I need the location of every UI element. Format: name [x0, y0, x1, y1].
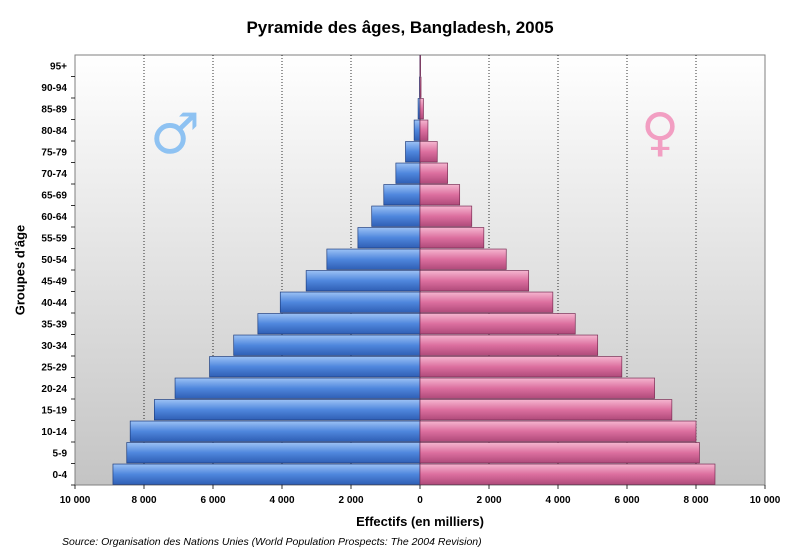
bar-male-50-54 [326, 248, 421, 270]
bar-female-20-24 [419, 377, 655, 399]
y-tick-label: 50-54 [41, 255, 67, 266]
y-tick-label: 45-49 [41, 276, 67, 287]
bar-female-85-89 [419, 98, 424, 120]
bar-male-75-79 [405, 141, 421, 163]
bar-male-15-19 [154, 399, 421, 421]
bar-female-40-44 [419, 291, 554, 313]
x-tick-label: 4 000 [269, 495, 294, 506]
y-tick-label: 25-29 [41, 362, 67, 373]
bar-female-10-14 [419, 420, 697, 442]
x-tick-label: 8 000 [683, 495, 708, 506]
y-tick-label: 55-59 [41, 233, 67, 244]
y-tick-label: 20-24 [41, 384, 67, 395]
y-tick-label: 80-84 [41, 126, 67, 137]
y-tick-label: 70-74 [41, 169, 67, 180]
bar-male-20-24 [174, 377, 421, 399]
bar-female-90-94 [419, 76, 422, 98]
bar-female-55-59 [419, 227, 485, 249]
legend-symbols: ♂ ♀ [150, 102, 679, 167]
y-tick-label: 15-19 [41, 405, 67, 416]
y-tick-labels: 0-4 5-9 10-14 15-19 20-24 25-29 30-34 35-39 40-4… [41, 61, 75, 486]
bar-female-35-39 [419, 313, 576, 335]
bars [112, 55, 716, 485]
bar-male-60-64 [371, 205, 421, 227]
x-tick-label: 8 000 [131, 495, 156, 506]
y-tick-label: 30-34 [41, 341, 67, 352]
y-tick-label: 60-64 [41, 212, 67, 223]
y-tick-label: 65-69 [41, 190, 67, 201]
bar-male-65-69 [383, 184, 421, 206]
female-symbol-icon: ♀ [641, 103, 679, 163]
bar-female-65-69 [419, 184, 461, 206]
bar-female-80-84 [419, 119, 429, 141]
y-tick-label: 35-39 [41, 319, 67, 330]
y-tick-label: 85-89 [41, 104, 67, 115]
y-tick-label: 10-14 [41, 427, 67, 438]
x-tick-label: 4 000 [545, 495, 570, 506]
bar-female-30-34 [419, 334, 599, 356]
y-tick-label: 90-94 [41, 83, 67, 94]
bar-female-45-49 [419, 270, 530, 292]
bar-male-10-14 [129, 420, 421, 442]
x-tick-label: 2 000 [338, 495, 363, 506]
bar-female-95+ [419, 55, 421, 77]
bar-female-50-54 [419, 248, 507, 270]
bar-male-5-9 [126, 442, 421, 464]
bar-female-15-19 [419, 399, 673, 421]
x-tick-label: 6 000 [200, 495, 225, 506]
bar-male-0-4 [112, 463, 421, 485]
bar-female-5-9 [419, 442, 700, 464]
bar-female-25-29 [419, 356, 623, 378]
bar-male-70-74 [395, 162, 421, 184]
y-tick-label: 5-9 [53, 448, 68, 459]
bar-male-40-44 [279, 291, 421, 313]
y-tick-label: 0-4 [53, 470, 68, 481]
male-symbol-icon: ♂ [150, 102, 200, 167]
y-tick-label: 40-44 [41, 298, 67, 309]
bar-female-0-4 [419, 463, 716, 485]
bar-male-55-59 [357, 227, 421, 249]
bar-male-80-84 [413, 119, 421, 141]
chart-title: Pyramide des âges, Bangladesh, 2005 [246, 18, 554, 37]
x-tick-labels: 10 000 8 000 6 000 4 000 2 000 0 2 000 4 000 6 0… [60, 485, 781, 506]
y-tick-label: 75-79 [41, 147, 67, 158]
bar-female-60-64 [419, 205, 473, 227]
x-tick-label: 2 000 [476, 495, 501, 506]
x-tick-label: 0 [417, 495, 423, 506]
x-tick-label: 10 000 [750, 495, 781, 506]
bar-male-30-34 [233, 334, 421, 356]
bar-female-75-79 [419, 141, 438, 163]
bar-male-45-49 [305, 270, 421, 292]
x-axis-label: Effectifs (en milliers) [356, 514, 484, 529]
bar-male-25-29 [209, 356, 421, 378]
x-tick-label: 6 000 [614, 495, 639, 506]
source-note: Source: Organisation des Nations Unies (… [62, 536, 482, 548]
x-tick-label: 10 000 [60, 495, 91, 506]
bar-male-35-39 [257, 313, 421, 335]
bar-female-70-74 [419, 162, 448, 184]
y-tick-label: 95+ [50, 61, 67, 72]
